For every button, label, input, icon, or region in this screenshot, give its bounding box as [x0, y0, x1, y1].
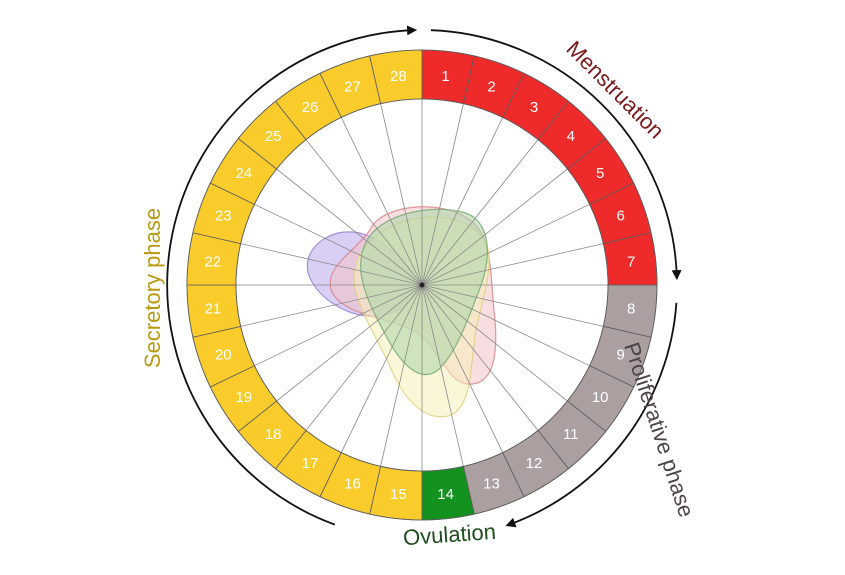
spoke-line: [340, 117, 423, 286]
day-label: 24: [235, 165, 252, 182]
spoke-line: [254, 203, 423, 286]
spoke-line: [421, 284, 539, 431]
secretory-arrow: [166, 25, 418, 526]
day-label: 9: [617, 347, 625, 364]
day-label: 14: [437, 486, 454, 503]
spoke-line: [421, 117, 504, 286]
day-label: 18: [265, 426, 282, 443]
day-label: 10: [592, 389, 609, 406]
day-spokes: [236, 99, 608, 471]
spoke-line: [421, 284, 464, 467]
spoke-line: [421, 284, 568, 402]
spoke-line: [421, 168, 568, 286]
spoke-line: [380, 103, 423, 286]
spoke-line: [421, 103, 464, 286]
spoke-line: [254, 284, 423, 367]
spoke-line: [380, 284, 423, 467]
day-label: 21: [204, 301, 221, 318]
day-label: 16: [344, 476, 361, 493]
spoke-line: [240, 243, 423, 286]
spoke-line: [421, 203, 590, 286]
secretory-label: Secretory phase: [140, 208, 165, 368]
day-label: 19: [235, 389, 252, 406]
day-label: 4: [567, 128, 575, 145]
ring-outer-edge: [186, 49, 658, 521]
day-label: 26: [302, 99, 319, 116]
menstruation-arrow: [430, 29, 682, 281]
day-label: 15: [390, 486, 407, 503]
spoke-line: [305, 139, 423, 286]
day-label: 3: [530, 99, 538, 116]
day-label: 25: [265, 128, 282, 145]
spoke-line: [421, 284, 504, 453]
day-label: 2: [487, 78, 495, 95]
center-point: [419, 282, 425, 288]
spoke-line: [276, 284, 423, 402]
day-label: 28: [390, 68, 407, 85]
spoke-line: [340, 284, 423, 453]
ovulation-label: Ovulation: [402, 519, 496, 550]
day-label: 23: [215, 208, 232, 225]
spoke-line: [421, 284, 590, 367]
day-label: 17: [302, 455, 319, 472]
spoke-line: [421, 284, 604, 327]
day-label: 1: [441, 68, 449, 85]
day-label: 20: [215, 347, 232, 364]
day-ring: 1234567891011121314151617181920212223242…: [186, 49, 658, 521]
day-label: 13: [483, 476, 500, 493]
day-label: 22: [204, 253, 221, 270]
day-label: 12: [526, 455, 543, 472]
spoke-line: [421, 243, 604, 286]
phase-arrows: [166, 25, 682, 528]
spoke-line: [421, 139, 539, 286]
proliferative-arrow: [505, 302, 678, 528]
spoke-line: [305, 284, 423, 431]
spoke-line: [240, 284, 423, 327]
ring-inner-edge: [235, 98, 609, 472]
day-label: 5: [596, 165, 604, 182]
day-label: 8: [627, 301, 635, 318]
day-label: 11: [563, 426, 579, 443]
day-label: 27: [344, 78, 361, 95]
day-label: 7: [627, 253, 635, 270]
hormone-level-shapes: [306, 206, 497, 418]
day-label: 6: [617, 208, 625, 225]
spoke-line: [276, 168, 423, 286]
